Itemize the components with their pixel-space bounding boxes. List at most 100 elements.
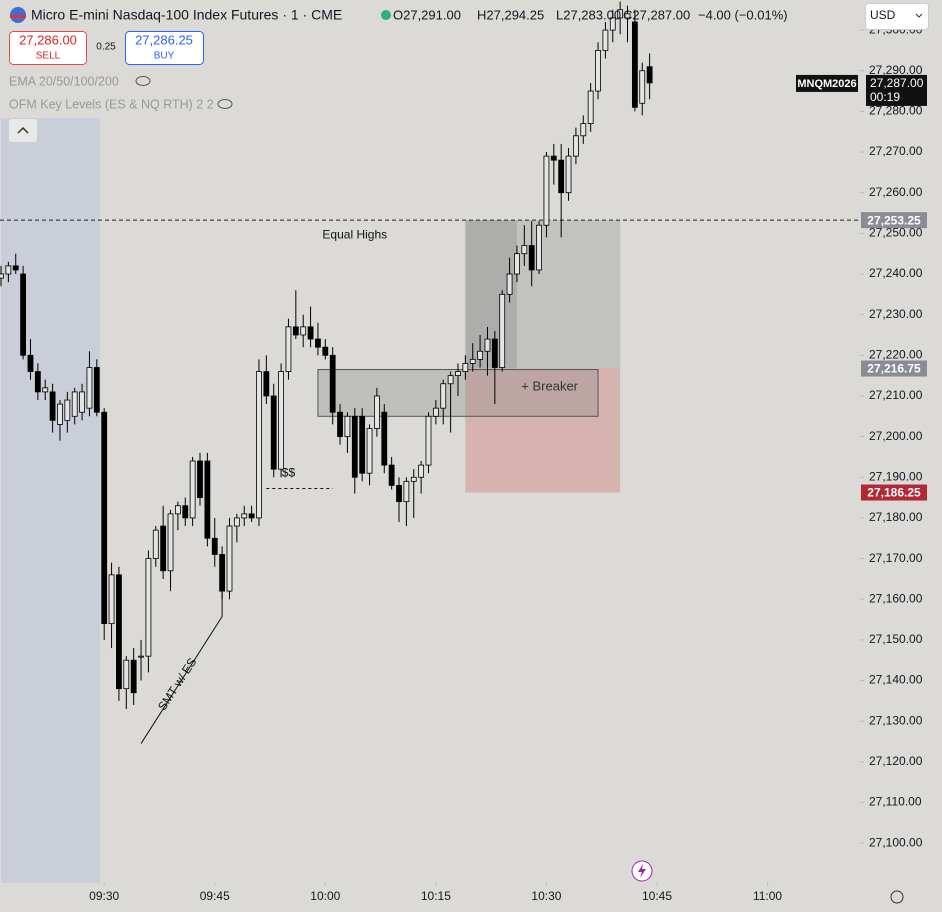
candle-body xyxy=(12,265,19,271)
candle-body xyxy=(64,399,71,421)
candle-body xyxy=(573,135,579,157)
candle-body xyxy=(462,363,469,372)
candle-body xyxy=(292,326,299,336)
candle-body xyxy=(108,574,115,625)
candle-body xyxy=(0,273,4,279)
x-tick-label: 10:00 xyxy=(310,889,340,903)
currency-button[interactable] xyxy=(865,3,929,30)
candle-body xyxy=(646,66,653,84)
currency: USD xyxy=(870,8,896,22)
header: Micro E-mini Nasdaq-100 Index Futures · … xyxy=(9,3,929,904)
candle-body xyxy=(241,513,248,519)
candle-body xyxy=(71,391,78,417)
candle-body xyxy=(337,411,343,438)
symbol-label: MNQM2026 xyxy=(797,78,856,90)
buy-price: 27,286.25 xyxy=(135,32,193,47)
annotation: $$ xyxy=(282,465,296,479)
candle-body xyxy=(565,155,572,194)
price-badge-label: 27,216.75 xyxy=(867,362,921,376)
candle-body xyxy=(167,513,174,572)
candle-body xyxy=(366,428,373,474)
candle-body xyxy=(123,659,130,690)
hide-icon[interactable] xyxy=(135,76,151,86)
annotation: SMT w/ ES xyxy=(155,655,199,713)
y-tick-label: 27,230.00 xyxy=(869,307,923,321)
collapse-icon xyxy=(17,126,29,134)
candle-body xyxy=(329,354,336,413)
x-tick-label: 09:45 xyxy=(200,889,230,903)
x-tick-label: 10:15 xyxy=(421,889,451,903)
collapse-button[interactable] xyxy=(9,119,37,142)
candle-body xyxy=(101,411,108,625)
market-status[interactable] xyxy=(381,10,391,20)
candle-body xyxy=(138,655,144,658)
settings-icon[interactable] xyxy=(890,890,904,904)
candle-body xyxy=(595,50,601,92)
candle-body xyxy=(263,371,270,397)
indicator-legend[interactable]: OFM Key Levels (ES & NQ RTH) 2 2 xyxy=(9,97,214,111)
hide-icon[interactable] xyxy=(217,99,233,109)
y-tick-label: 27,130.00 xyxy=(869,713,923,727)
indicator-legend[interactable]: EMA 20/50/100/200 xyxy=(9,74,119,88)
y-tick-label: 27,240.00 xyxy=(869,266,923,280)
session-shade xyxy=(1,118,101,883)
y-tick-label: 27,290.00 xyxy=(869,63,923,77)
candle-body xyxy=(418,464,425,478)
buy-label: BUY xyxy=(154,51,175,62)
y-tick-label: 27,250.00 xyxy=(869,226,923,240)
high: H27,294.25 xyxy=(477,7,544,22)
candle-body xyxy=(550,155,557,161)
candle-body xyxy=(521,245,528,255)
low: L27,283.00 xyxy=(556,7,621,22)
symbol-badge xyxy=(796,74,858,92)
candle-body xyxy=(322,346,329,356)
price-badge-label: 27,253.25 xyxy=(867,213,921,227)
y-tick-label: 27,100.00 xyxy=(869,835,923,849)
candle-body xyxy=(580,123,587,137)
annotation: Equal Highs xyxy=(322,228,387,242)
x-tick-label: 10:30 xyxy=(531,889,561,903)
y-tick-label: 27,120.00 xyxy=(869,754,923,768)
candle-body xyxy=(42,387,49,393)
zone xyxy=(465,368,621,493)
price-badge xyxy=(861,360,927,377)
candle-body xyxy=(174,505,181,515)
candle-body xyxy=(182,505,189,519)
symbol-title[interactable]: Micro E-mini Nasdaq-100 Index Futures · … xyxy=(31,7,342,23)
last-price-label: 27,287.00 xyxy=(870,76,924,90)
sell-button[interactable] xyxy=(9,31,87,65)
candle-body xyxy=(226,525,233,592)
y-tick-label: 27,260.00 xyxy=(869,185,923,199)
y-tick-label: 27,190.00 xyxy=(869,469,923,483)
candle-body xyxy=(256,371,262,519)
candle-body xyxy=(211,537,218,555)
candle-body xyxy=(219,554,226,592)
candle-body xyxy=(455,371,461,377)
y-tick-label: 27,200.00 xyxy=(869,429,923,443)
candle-body xyxy=(609,17,616,31)
candle-body xyxy=(447,375,454,385)
candle-body xyxy=(189,460,196,519)
candle-body xyxy=(506,273,513,295)
candle-body xyxy=(631,21,638,108)
x-tick-label: 11:00 xyxy=(753,889,782,903)
candle-body xyxy=(624,13,631,19)
candle-body xyxy=(440,383,447,409)
sell-label: SELL xyxy=(36,51,61,62)
candle-body xyxy=(34,371,41,393)
change: −4.00 (−0.01%) xyxy=(698,7,788,22)
candle-body xyxy=(93,367,100,413)
candle-body xyxy=(587,90,594,124)
sell-price: 27,286.00 xyxy=(19,32,77,47)
candle-body xyxy=(5,265,12,275)
spread: 0.25 xyxy=(96,42,116,53)
candle-body xyxy=(197,460,203,499)
candle-body xyxy=(344,415,351,438)
buy-button[interactable] xyxy=(125,31,204,65)
price-badge xyxy=(861,212,927,229)
candle-body xyxy=(543,155,550,226)
candle-body xyxy=(410,476,417,482)
candle-body xyxy=(285,326,292,372)
